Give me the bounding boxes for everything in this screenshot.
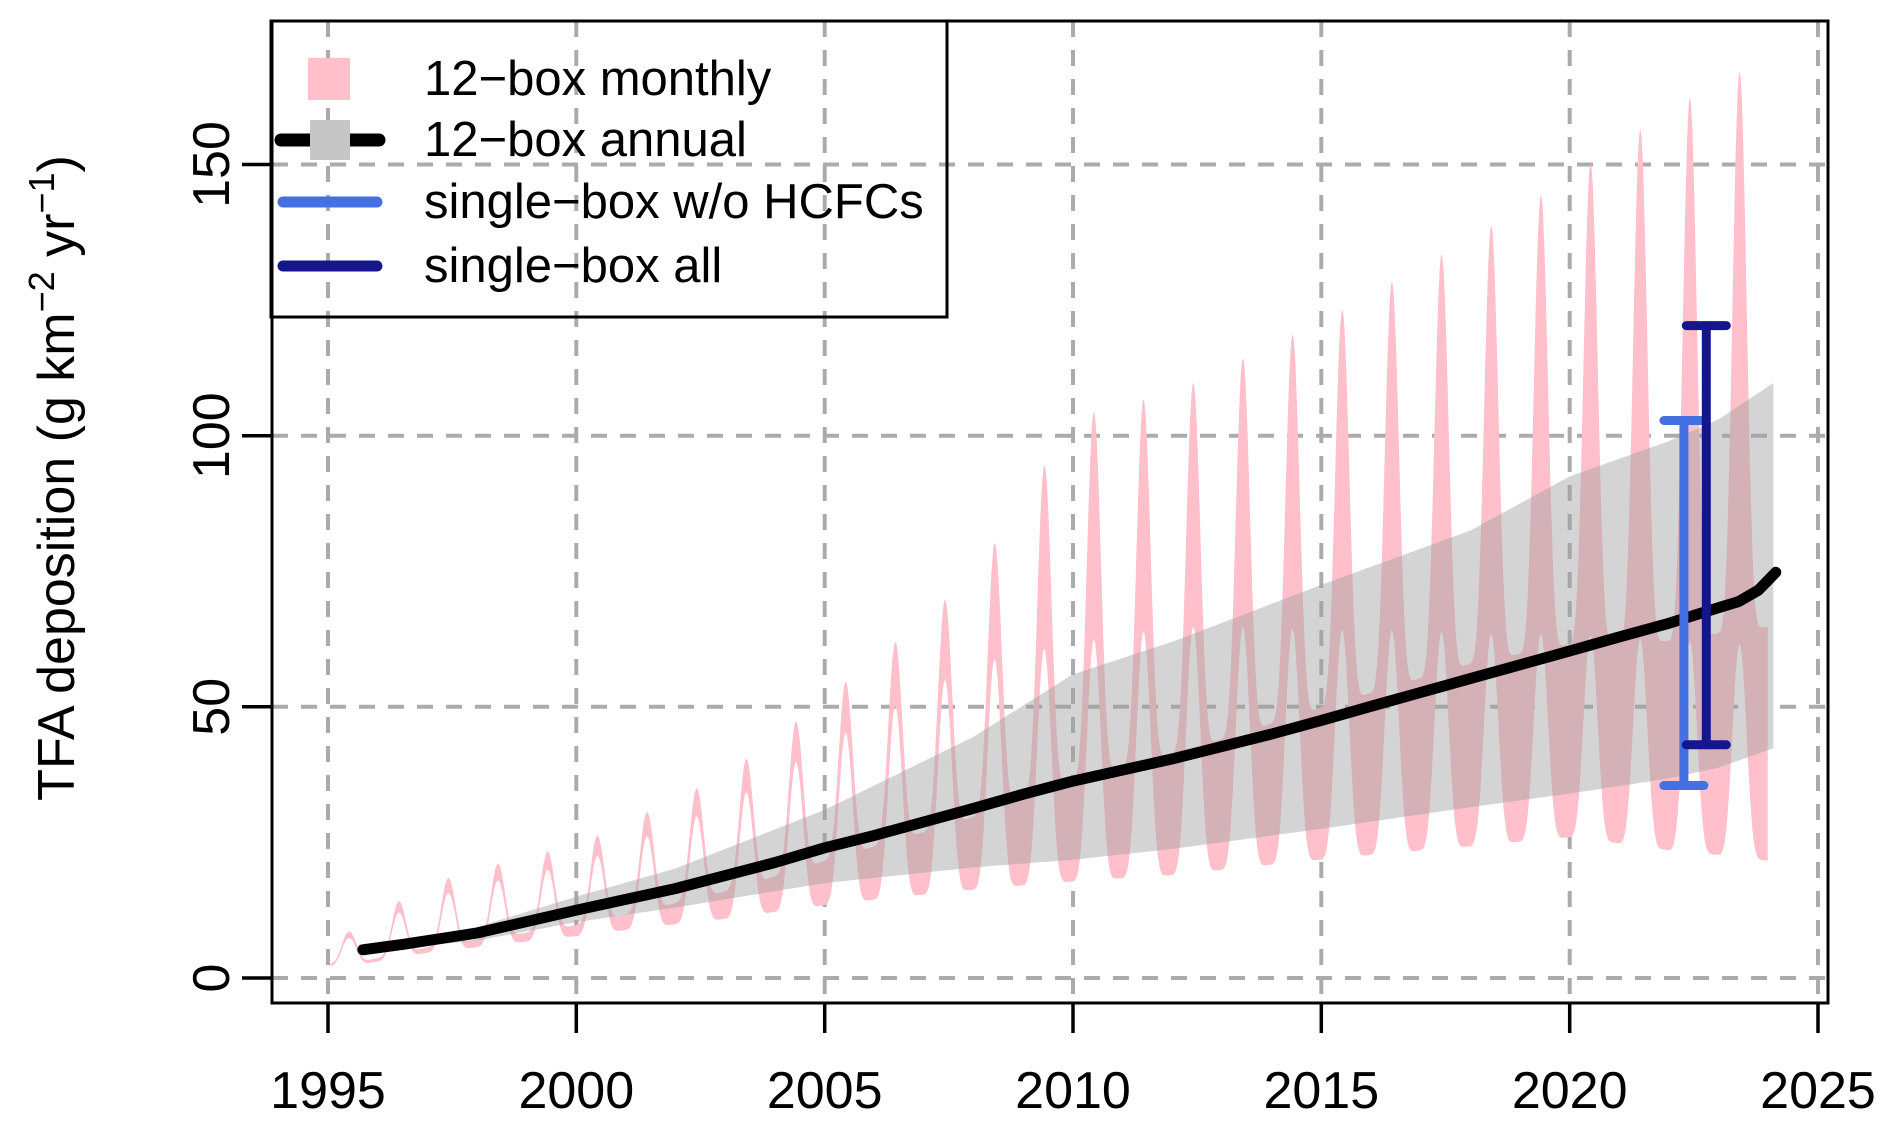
y-tick-label-50: 50	[183, 678, 241, 736]
legend-item-0: 12−box monthly	[308, 52, 772, 106]
y-axis-title: TFA deposition (g km−2 yr−1)	[21, 155, 87, 801]
y-axis-title-part: )	[28, 155, 86, 172]
x-tick-label-2005: 2005	[767, 1062, 883, 1120]
y-tick-label-100: 100	[183, 392, 241, 479]
x-tick-label-2000: 2000	[518, 1062, 634, 1120]
legend-item-1: 12−box annual	[274, 113, 747, 167]
y-tick-label-0: 0	[183, 964, 241, 993]
legend-label-3: single−box all	[424, 239, 722, 293]
errorbar-single-box-all	[1681, 321, 1731, 750]
annual-band	[362, 383, 1774, 952]
y-axis-title-part: TFA deposition (g km	[28, 312, 86, 800]
y-axis-title-part: yr	[28, 214, 86, 272]
legend-label-0: 12−box monthly	[424, 52, 772, 106]
y-axis-title-part: −1	[21, 173, 62, 214]
x-tick-label-1995: 1995	[270, 1062, 386, 1120]
monthly-band	[330, 71, 1768, 967]
errorbar-single-box-wo-hcfcs	[1659, 416, 1709, 790]
legend: 12−box monthly 12−box annual single−box w/…	[269, 19, 949, 319]
plot-border	[270, 19, 1830, 1005]
legend-item-3: single−box all	[277, 239, 722, 293]
x-tick-label-2010: 2010	[1015, 1062, 1131, 1120]
axis-ticks	[242, 162, 1820, 1033]
legend-key-pink-square	[308, 58, 350, 100]
x-tick-label-2025: 2025	[1760, 1062, 1876, 1120]
x-tick-label-2015: 2015	[1263, 1062, 1379, 1120]
legend-label-2: single−box w/o HCFCs	[424, 175, 924, 229]
legend-item-2: single−box w/o HCFCs	[277, 175, 924, 229]
y-tick-label-150: 150	[183, 121, 241, 208]
legend-label-1: 12−box annual	[424, 113, 747, 167]
y-axis-title-part: −2	[21, 271, 62, 312]
x-tick-label-2020: 2020	[1512, 1062, 1628, 1120]
legend-key-gray-square	[310, 120, 350, 160]
legend-box	[269, 19, 949, 319]
